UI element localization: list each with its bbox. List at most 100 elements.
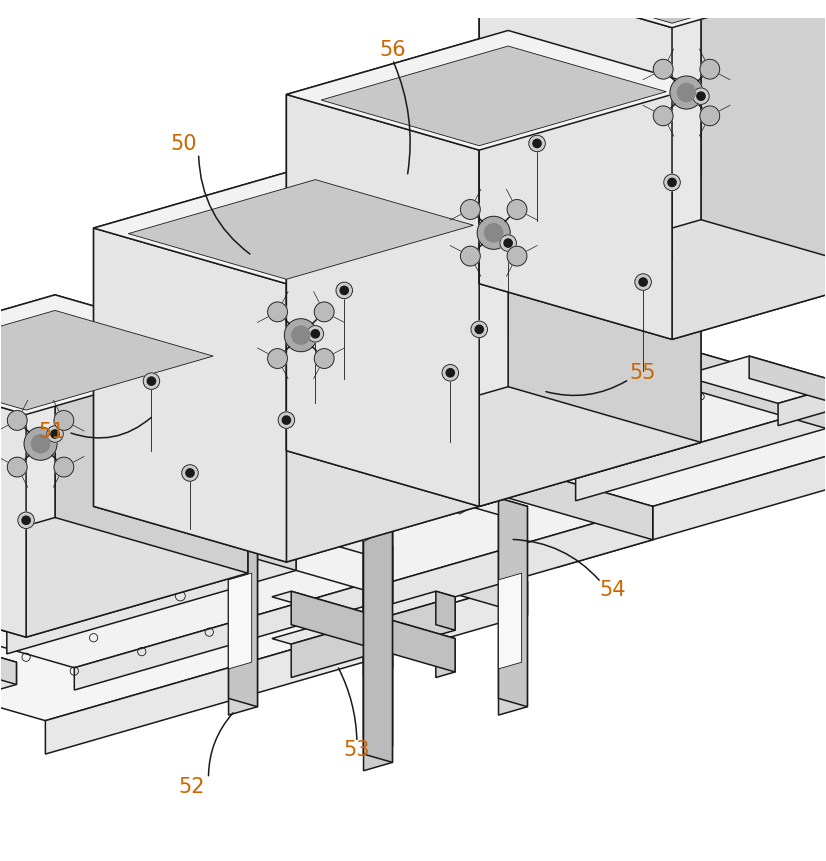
Circle shape — [475, 325, 483, 333]
Polygon shape — [55, 294, 248, 573]
Polygon shape — [363, 612, 387, 708]
Circle shape — [314, 302, 334, 322]
Polygon shape — [272, 592, 455, 644]
Polygon shape — [576, 406, 826, 501]
Circle shape — [314, 349, 334, 369]
Circle shape — [507, 246, 527, 266]
Circle shape — [442, 364, 458, 381]
Text: 51: 51 — [39, 422, 65, 443]
Polygon shape — [93, 443, 508, 562]
Text: 55: 55 — [629, 362, 656, 383]
Polygon shape — [701, 0, 826, 276]
Circle shape — [700, 106, 719, 126]
Circle shape — [18, 512, 35, 529]
Polygon shape — [7, 548, 296, 653]
Text: 50: 50 — [170, 133, 197, 153]
Polygon shape — [363, 459, 392, 668]
Circle shape — [311, 330, 320, 338]
Circle shape — [31, 435, 50, 453]
Circle shape — [635, 274, 652, 290]
Polygon shape — [335, 459, 392, 476]
Circle shape — [268, 302, 287, 322]
Polygon shape — [128, 180, 473, 279]
Circle shape — [485, 224, 503, 242]
Polygon shape — [363, 545, 392, 754]
Text: 52: 52 — [178, 777, 205, 796]
Polygon shape — [93, 164, 316, 506]
Polygon shape — [321, 46, 667, 146]
Polygon shape — [363, 468, 392, 676]
Polygon shape — [363, 423, 653, 540]
Polygon shape — [451, 494, 468, 514]
Polygon shape — [634, 350, 826, 429]
Circle shape — [677, 84, 695, 102]
Circle shape — [653, 59, 673, 79]
Polygon shape — [335, 537, 392, 554]
Polygon shape — [479, 86, 701, 506]
Circle shape — [24, 427, 57, 461]
Circle shape — [147, 377, 155, 385]
Circle shape — [54, 411, 74, 430]
Circle shape — [653, 106, 673, 126]
Circle shape — [504, 239, 512, 247]
Circle shape — [460, 246, 480, 266]
Polygon shape — [287, 220, 508, 562]
Polygon shape — [229, 573, 252, 669]
Circle shape — [639, 278, 648, 286]
Polygon shape — [287, 95, 479, 506]
Polygon shape — [0, 640, 17, 676]
Polygon shape — [479, 0, 672, 339]
Polygon shape — [272, 592, 455, 644]
Polygon shape — [287, 30, 508, 450]
Polygon shape — [355, 522, 372, 542]
Circle shape — [282, 416, 291, 424]
Polygon shape — [0, 515, 528, 721]
Circle shape — [668, 178, 676, 187]
Polygon shape — [363, 498, 392, 762]
Circle shape — [47, 425, 64, 443]
Circle shape — [697, 92, 705, 100]
Text: 56: 56 — [379, 40, 406, 59]
Polygon shape — [0, 640, 17, 684]
Circle shape — [500, 235, 516, 251]
Circle shape — [7, 411, 27, 430]
Polygon shape — [287, 387, 701, 506]
Polygon shape — [499, 506, 528, 715]
Polygon shape — [292, 592, 455, 672]
Circle shape — [700, 59, 719, 79]
Circle shape — [670, 76, 703, 109]
Polygon shape — [26, 350, 248, 637]
Polygon shape — [335, 498, 392, 515]
Polygon shape — [363, 534, 387, 630]
Polygon shape — [45, 581, 528, 754]
Polygon shape — [0, 523, 421, 668]
Circle shape — [664, 174, 681, 190]
Polygon shape — [259, 494, 276, 514]
Polygon shape — [436, 639, 455, 678]
Polygon shape — [363, 537, 392, 746]
Polygon shape — [499, 573, 522, 669]
Polygon shape — [479, 220, 826, 339]
Circle shape — [143, 373, 159, 389]
Circle shape — [7, 457, 27, 477]
Circle shape — [22, 516, 31, 524]
Circle shape — [446, 369, 454, 377]
Polygon shape — [0, 294, 248, 414]
Polygon shape — [0, 517, 248, 637]
Circle shape — [292, 326, 310, 344]
Polygon shape — [469, 498, 528, 515]
Polygon shape — [514, 0, 826, 23]
Polygon shape — [229, 498, 258, 707]
Circle shape — [471, 321, 487, 338]
Polygon shape — [267, 523, 421, 590]
Polygon shape — [749, 356, 826, 406]
Polygon shape — [0, 359, 26, 637]
Polygon shape — [0, 311, 213, 410]
Polygon shape — [778, 384, 826, 425]
Polygon shape — [363, 506, 653, 623]
Circle shape — [284, 319, 317, 351]
Circle shape — [186, 469, 194, 477]
Polygon shape — [0, 662, 17, 698]
Circle shape — [529, 135, 545, 152]
Circle shape — [693, 88, 710, 104]
